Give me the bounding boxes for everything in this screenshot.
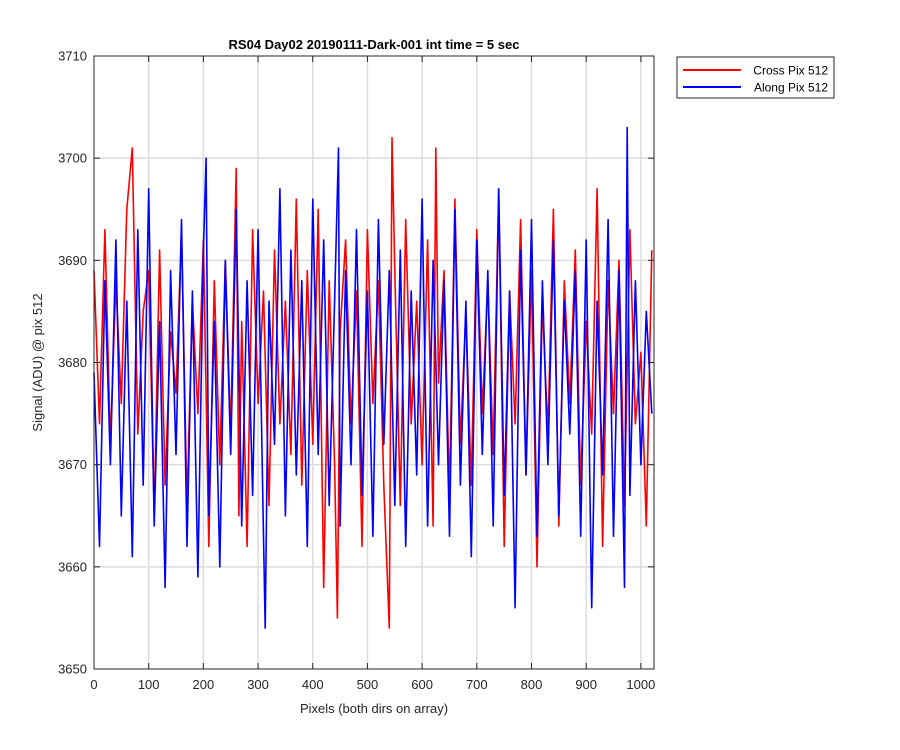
y-tick-label: 3690 — [58, 253, 87, 268]
x-tick-label: 600 — [411, 677, 433, 692]
y-tick-label: 3700 — [58, 151, 87, 166]
x-tick-label: 100 — [138, 677, 160, 692]
chart-title: RS04 Day02 20190111-Dark-001 int time = … — [229, 37, 520, 52]
x-tick-label: 0 — [90, 677, 97, 692]
x-tick-label: 900 — [575, 677, 597, 692]
series-line-along-pix-512 — [93, 126, 653, 629]
legend-label-cross-pix-512: Cross Pix 512 — [753, 64, 828, 78]
y-tick-label: 3710 — [58, 49, 87, 64]
y-tick-label: 3680 — [58, 355, 87, 370]
x-tick-label: 500 — [357, 677, 379, 692]
series-group — [93, 126, 653, 629]
legend-box — [676, 56, 835, 99]
y-tick-label: 3670 — [58, 457, 87, 472]
axis-ticks: 0 100 200 300 400 500 600 700 800 900 1000 3650 3660… — [58, 49, 655, 693]
x-tick-label: 800 — [521, 677, 543, 692]
x-tick-label: 700 — [466, 677, 488, 692]
x-axis-label: Pixels (both dirs on array) — [300, 701, 448, 716]
y-tick-label: 3660 — [58, 559, 87, 574]
x-tick-label: 1000 — [626, 677, 655, 692]
y-axis-label: Signal (ADU) @ pix 512 — [30, 293, 45, 431]
x-tick-label: 400 — [302, 677, 324, 692]
y-tick-label: 3650 — [58, 662, 87, 677]
legend-label-along-pix-512: Along Pix 512 — [754, 81, 828, 95]
x-tick-label: 300 — [247, 677, 269, 692]
x-tick-label: 200 — [193, 677, 215, 692]
legend: Cross Pix 512 Along Pix 512 — [676, 56, 835, 99]
